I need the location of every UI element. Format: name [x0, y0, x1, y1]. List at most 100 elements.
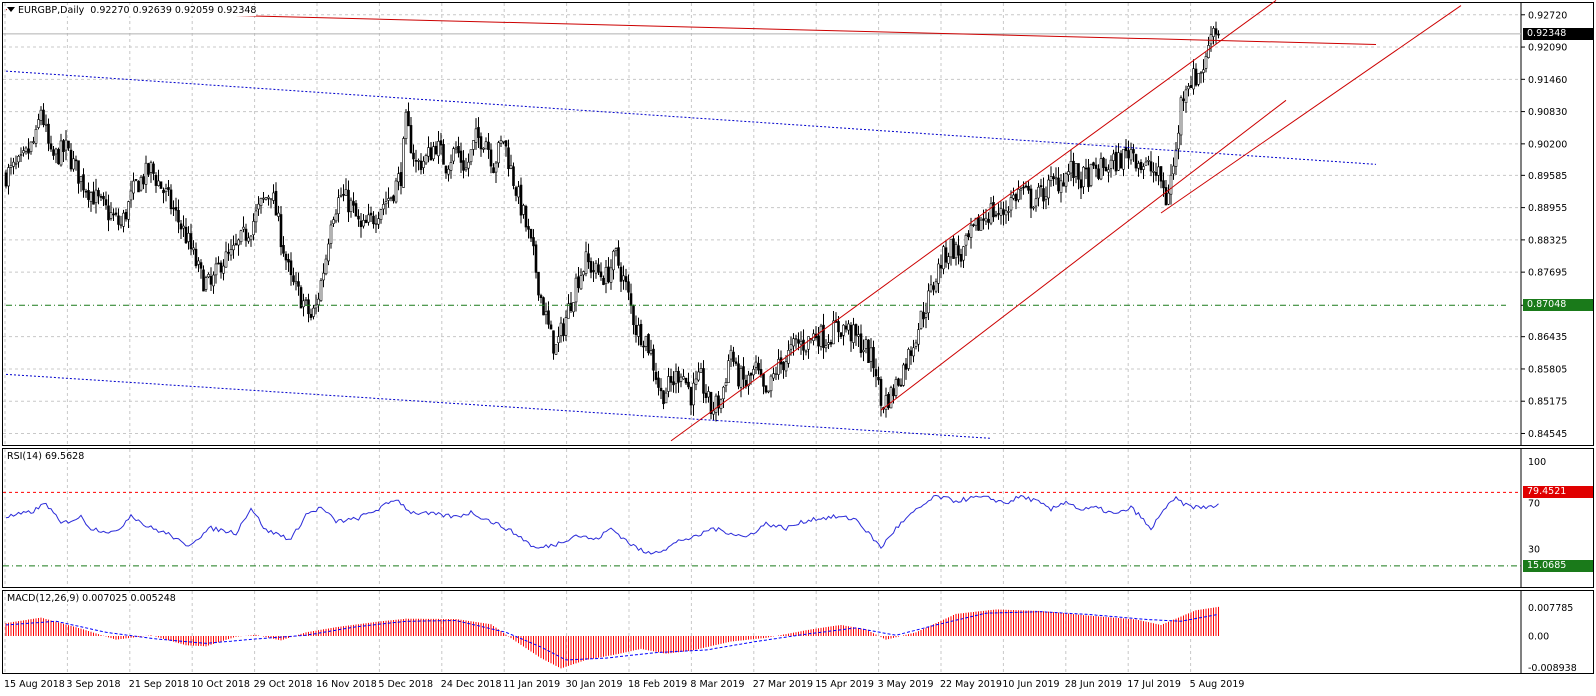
price-chart-canvas[interactable]: 0.92720 0.92090 0.91460 0.90830 0.90200 0.895… [3, 0, 1593, 445]
rsi-canvas[interactable]: 70 30 100 [3, 449, 1593, 587]
candle-body [597, 264, 600, 273]
candle-body [897, 378, 900, 386]
candle-body [557, 336, 560, 344]
candle-body [242, 226, 245, 230]
candle-body [714, 395, 718, 413]
candle-body [837, 321, 840, 333]
macd-pane[interactable]: MACD(12,26,9) 0.007025 0.005248 0.007785… [2, 590, 1594, 674]
candle-body [462, 160, 465, 171]
candle-body [1179, 97, 1183, 136]
candle-body [284, 253, 288, 261]
candle-body [827, 342, 830, 345]
hline-price-badge: 0.87048 [1523, 299, 1593, 312]
candle-body [1059, 180, 1063, 193]
candle-body [124, 211, 128, 220]
candle-body [17, 156, 20, 163]
candle-body [129, 190, 133, 201]
candle-body [782, 361, 785, 371]
candle-body [522, 205, 525, 215]
candle-body [807, 336, 810, 350]
time-axis-label: 21 Sep 2018 [128, 679, 190, 690]
candle-body [844, 325, 848, 330]
candle-body [347, 189, 350, 213]
rsi-upper-level-badge: 79.4521 [1523, 486, 1593, 499]
price-tick-label: 0.85805 [1528, 364, 1567, 375]
candle-body [377, 218, 380, 225]
candle-body [669, 376, 673, 383]
trendline-blue-dotted [5, 70, 1377, 165]
candle-body [207, 274, 210, 278]
candle-body [22, 150, 25, 154]
candle-body [929, 284, 933, 292]
candle-body [339, 194, 343, 197]
rsi-tick-label: 70 [1528, 499, 1540, 510]
candle-body [172, 207, 175, 210]
candle-body [677, 370, 680, 383]
candle-body [189, 233, 193, 250]
candle-body [832, 320, 835, 345]
candle-body [409, 125, 413, 154]
candle-body [862, 349, 865, 352]
chart-header: EURGBP,Daily 0.92270 0.92639 0.92059 0.9… [7, 5, 257, 16]
candle-body [794, 338, 798, 341]
candle-body [1137, 163, 1140, 169]
candle-body [27, 148, 30, 154]
price-chart-pane[interactable]: EURGBP,Daily 0.92270 0.92639 0.92059 0.9… [2, 0, 1594, 446]
candle-body [484, 141, 488, 150]
candle-body [1204, 56, 1208, 69]
candle-body [914, 342, 918, 347]
candle-body [767, 390, 770, 393]
candle-body [724, 382, 728, 386]
candle-body [529, 228, 533, 239]
candle-body [429, 147, 433, 161]
candle-body [344, 189, 348, 196]
caret-down-icon[interactable] [7, 7, 15, 12]
time-axis-label: 28 Jun 2019 [1064, 679, 1122, 690]
candle-body [202, 269, 205, 292]
candle-body [1087, 167, 1090, 188]
candle-body [947, 256, 950, 264]
candle-body [737, 363, 740, 387]
candle-body [477, 127, 480, 138]
rsi-pane[interactable]: RSI(14) 69.5628 70 30 100 79.4521 15.0685 [2, 448, 1594, 588]
candle-body [552, 330, 555, 354]
candle-body [79, 176, 83, 182]
candle-body [949, 238, 953, 258]
candle-body [939, 265, 943, 269]
candle-body [659, 387, 663, 392]
candle-body [422, 161, 425, 168]
candle-body [222, 265, 225, 274]
candle-body [817, 335, 820, 347]
rsi-line [5, 494, 1219, 555]
price-tick-label: 0.84545 [1528, 429, 1567, 440]
candle-body [602, 277, 605, 285]
candle-body [847, 323, 850, 331]
candle-body [904, 363, 908, 370]
time-axis-label: 30 Jan 2019 [565, 679, 623, 690]
candle-body [1162, 180, 1165, 189]
candle-body [1104, 166, 1108, 172]
candle-body [1117, 152, 1120, 171]
candle-body [1082, 166, 1085, 187]
candle-body [774, 372, 778, 375]
candle-body [824, 345, 828, 349]
price-tick-label: 0.88955 [1528, 203, 1567, 214]
candle-body [144, 162, 148, 185]
time-axis-label: 10 Jun 2019 [1002, 679, 1060, 690]
candle-body [792, 338, 795, 347]
macd-canvas[interactable]: 0.007785 0.00 -0.008938 [3, 591, 1593, 674]
candle-body [434, 145, 438, 155]
candle-body [1214, 28, 1218, 35]
candle-body [47, 123, 50, 144]
candle-body [114, 212, 118, 215]
candle-body [989, 203, 993, 224]
candle-body [364, 219, 368, 224]
candle-body [62, 140, 65, 152]
candle-body [354, 203, 358, 217]
candle-body [447, 168, 450, 175]
candle-body [1072, 160, 1075, 178]
candle-body [342, 193, 345, 196]
time-axis-label: 18 Feb 2019 [628, 679, 688, 690]
candle-body [1189, 84, 1193, 88]
candle-body [32, 141, 35, 143]
